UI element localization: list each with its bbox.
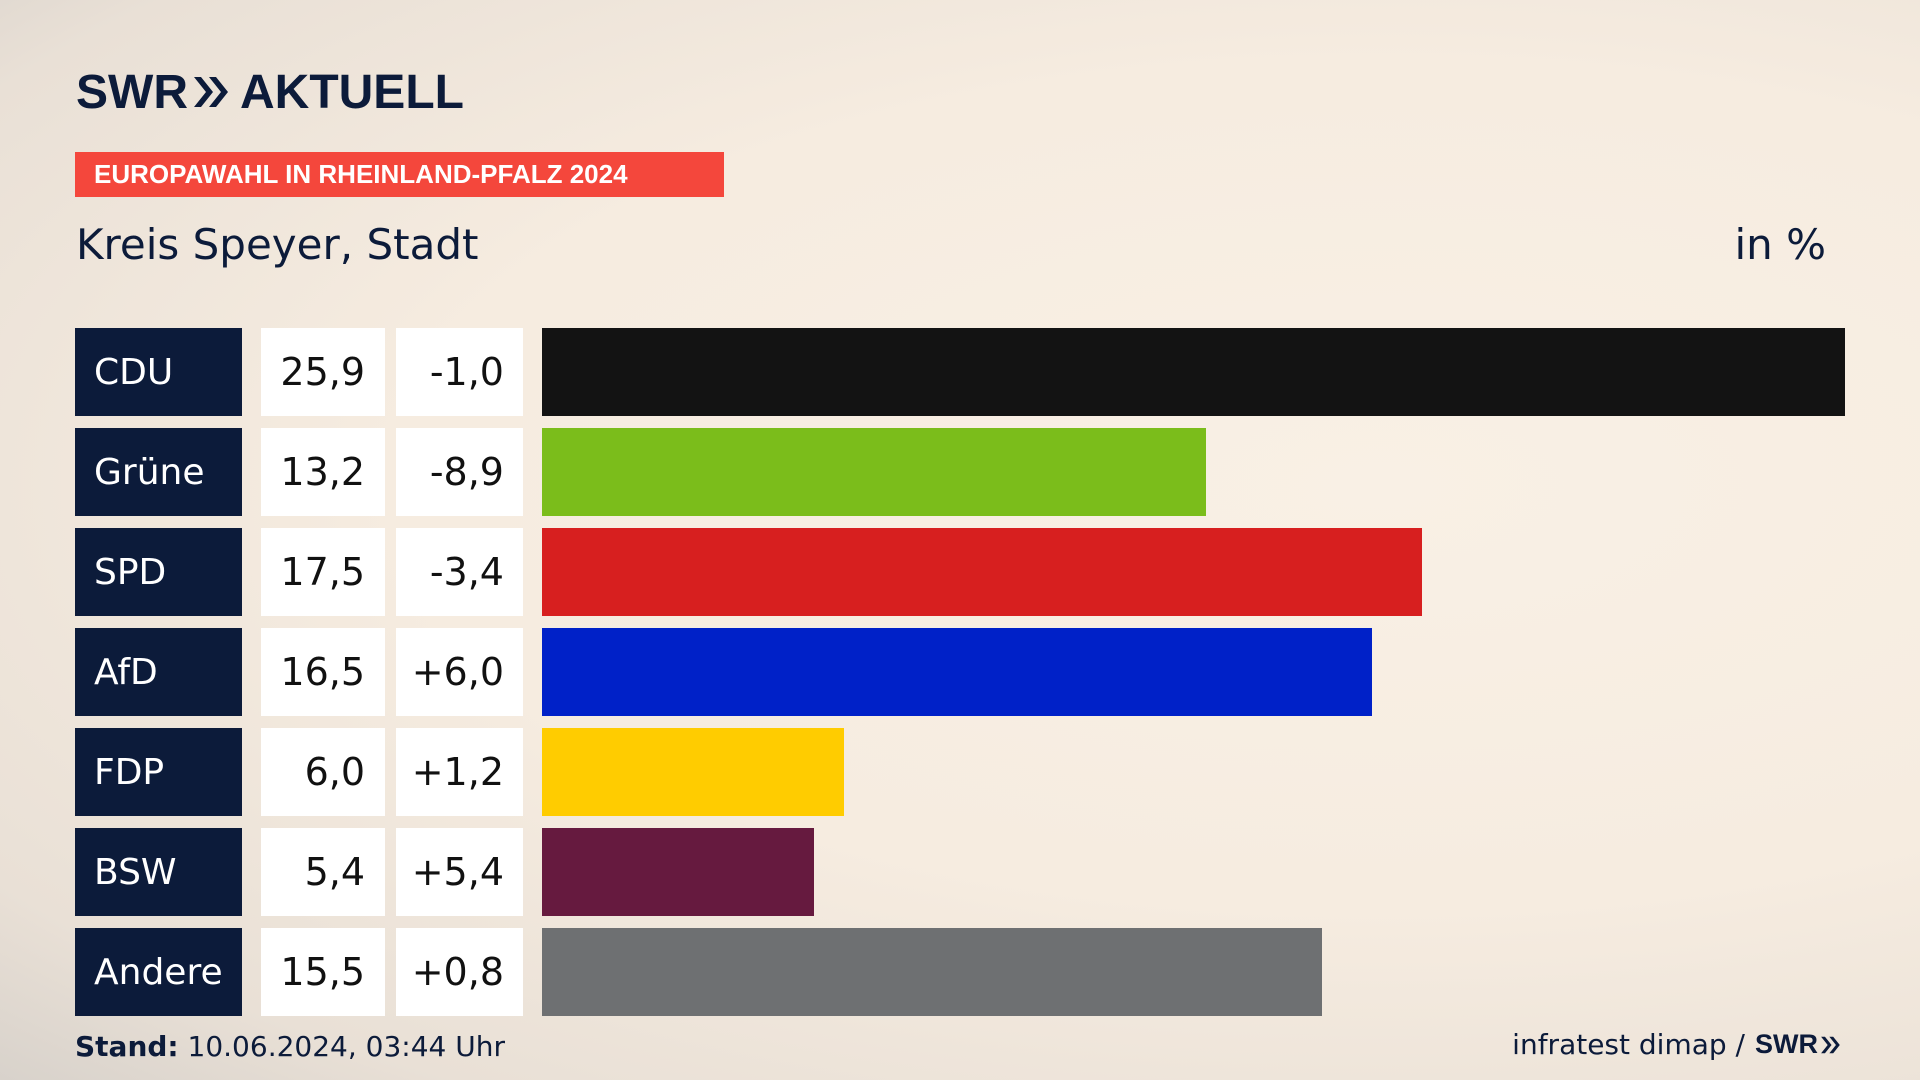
result-row: AfD 16,5 +6,0 [0,628,1920,716]
party-label: BSW [75,828,242,916]
change-label: +6,0 [396,628,523,716]
result-bar [542,928,1322,1016]
result-bar [542,728,844,816]
result-bar [542,828,814,916]
double-chevron-icon [193,77,228,107]
party-label: Grüne [75,428,242,516]
logo-swr-text: SWR [76,65,188,119]
result-row: FDP 6,0 +1,2 [0,728,1920,816]
vote-share-label: 15,5 [261,928,385,1016]
source-text: infratest dimap / [1512,1028,1745,1061]
result-row: Andere 15,5 +0,8 [0,928,1920,1016]
result-row: BSW 5,4 +5,4 [0,828,1920,916]
stand-value: 10.06.2024, 03:44 Uhr [187,1030,505,1063]
party-label: AfD [75,628,242,716]
stand-label: Stand: [75,1030,179,1063]
double-chevron-small-icon [1821,1036,1840,1053]
result-row: CDU 25,9 -1,0 [0,328,1920,416]
change-label: -3,4 [396,528,523,616]
logo-aktuell-text: AKTUELL [239,65,464,119]
chart-subtitle: Kreis Speyer, Stadt [76,220,479,269]
vote-share-label: 16,5 [261,628,385,716]
change-label: -1,0 [396,328,523,416]
vote-share-label: 13,2 [261,428,385,516]
party-label: Andere [75,928,242,1016]
result-row: SPD 17,5 -3,4 [0,528,1920,616]
vote-share-label: 5,4 [261,828,385,916]
election-banner: EUROPAWAHL IN RHEINLAND-PFALZ 2024 [75,152,724,197]
change-label: +0,8 [396,928,523,1016]
result-bar [542,328,1845,416]
swr-small-text: SWR [1755,1029,1818,1059]
result-bar [542,628,1372,716]
result-row: Grüne 13,2 -8,9 [0,428,1920,516]
swr-small-logo: SWR [1755,1029,1842,1060]
unit-label: in % [1734,220,1826,269]
party-label: FDP [75,728,242,816]
source-credit: infratest dimap / SWR [1512,1028,1842,1061]
result-bar [542,428,1206,516]
vote-share-label: 6,0 [261,728,385,816]
party-label: CDU [75,328,242,416]
vote-share-label: 17,5 [261,528,385,616]
party-label: SPD [75,528,242,616]
timestamp: Stand: 10.06.2024, 03:44 Uhr [75,1030,505,1063]
result-bar [542,528,1422,616]
vote-share-label: 25,9 [261,328,385,416]
change-label: +5,4 [396,828,523,916]
change-label: -8,9 [396,428,523,516]
swr-aktuell-logo: SWR AKTUELL [76,65,464,119]
change-label: +1,2 [396,728,523,816]
